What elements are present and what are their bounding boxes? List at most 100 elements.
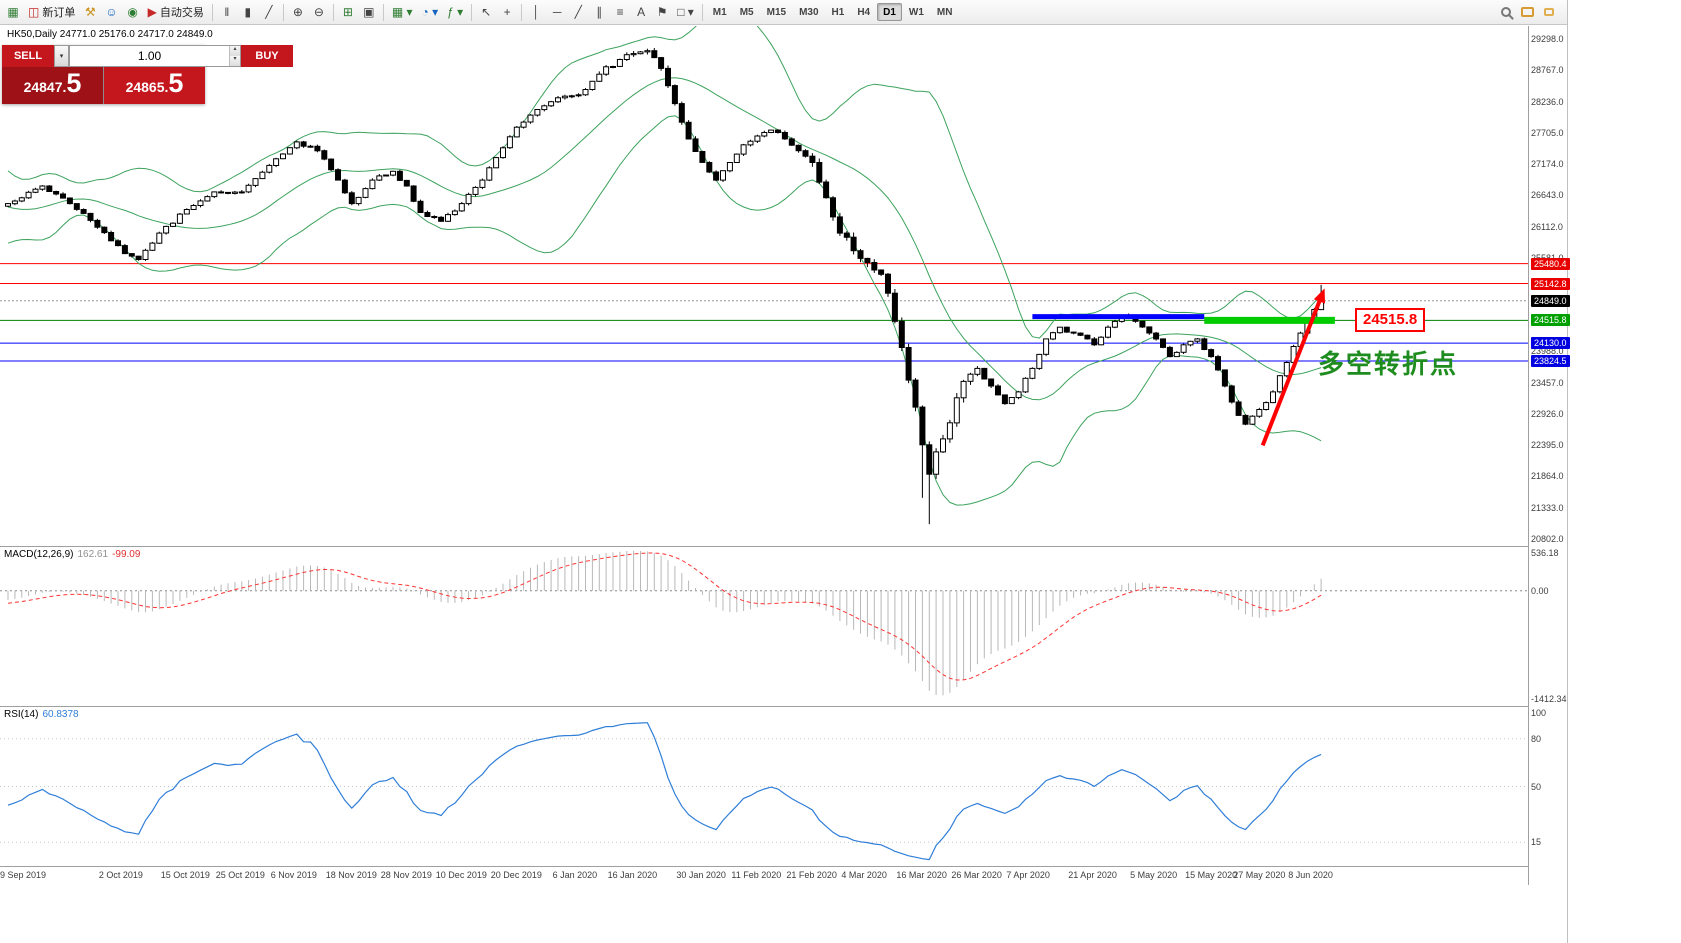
toolbar-separator — [282, 3, 284, 21]
date-axis-label: 21 Feb 2020 — [786, 870, 837, 880]
vertical-line-button[interactable]: │ — [526, 2, 546, 23]
panel-separator[interactable] — [0, 866, 1528, 867]
horizontal-line-button[interactable]: ─ — [547, 2, 567, 23]
price-axis-label: 28236.0 — [1531, 96, 1564, 107]
rsi-label: RSI(14) — [4, 709, 39, 720]
chart-bars-button[interactable]: ‖ — [217, 2, 237, 23]
price-level-label: 24130.0 — [1531, 337, 1570, 350]
chart-symbol-header: HK50,Daily 24771.0 25176.0 24717.0 24849… — [7, 29, 213, 40]
timeframe-d1[interactable]: D1 — [877, 3, 902, 21]
support-icon: ◉ — [127, 5, 138, 19]
chat-icon[interactable] — [1544, 8, 1554, 16]
price-axis-label: 27174.0 — [1531, 159, 1564, 169]
chart-candles-button[interactable]: ▮ — [238, 2, 258, 23]
date-axis-label: 6 Jan 2020 — [552, 870, 598, 880]
new-order-button[interactable]: ◫ 新订单 — [24, 2, 79, 23]
community-chat-icon[interactable] — [1521, 7, 1534, 17]
label-tool-button[interactable]: ⚑ — [652, 2, 672, 23]
price-axis-label: 26643.0 — [1531, 190, 1564, 201]
profiles-menu-button[interactable]: ◔ ▾ — [418, 2, 443, 23]
volume-spin-up[interactable]: ▴ — [230, 46, 240, 56]
toolbar: ▦ ◫ 新订单 ⚒ ☺ ◉ ▶ 自动交易 ‖ ▮ ╱ ⊕ ⊖ ⊞ ▣ ▦ ▾ ◔ ▾… — [0, 0, 1567, 25]
timeframe-m30[interactable]: M30 — [793, 3, 824, 21]
metaeditor-button[interactable]: ⚒ — [80, 2, 100, 23]
auto-trading-button[interactable]: ▶ 自动交易 — [144, 2, 208, 23]
date-axis-label: 8 Jun 2020 — [1288, 870, 1333, 880]
sell-price-button[interactable]: 24847. 5 — [2, 67, 103, 104]
panel-separator[interactable] — [0, 706, 1528, 707]
new-chart-menu-button[interactable]: ▦ ▾ — [388, 2, 417, 23]
text-tool-icon: A — [637, 5, 646, 19]
sell-button[interactable]: SELL — [2, 45, 54, 67]
buy-price-big-digit: 5 — [168, 68, 184, 98]
date-axis[interactable]: 9 Sep 2019 2 Oct 2019 15 Oct 2019 25 Oct 20… — [0, 870, 1528, 882]
price-level-label: 24515.8 — [1531, 314, 1570, 327]
timeframe-mn[interactable]: MN — [931, 3, 959, 21]
indicators-menu-button[interactable]: ƒ ▾ — [443, 2, 467, 23]
date-axis-label: 25 Oct 2019 — [215, 870, 265, 880]
timeframe-m1[interactable]: M1 — [707, 3, 733, 21]
support-button[interactable]: ◉ — [123, 2, 143, 23]
fibonacci-button[interactable]: ≡ — [610, 2, 630, 23]
buy-price-button[interactable]: 24865. 5 — [104, 67, 205, 104]
rsi-scale-label: 50 — [1531, 781, 1542, 792]
annotation-text: 多空转折点 — [1318, 349, 1459, 379]
text-tool-button[interactable]: A — [631, 2, 651, 23]
tile-windows-button[interactable]: ⊞ — [338, 2, 358, 23]
macd-main-value: 162.61 — [77, 549, 109, 560]
cursor-button[interactable]: ↖ — [476, 2, 496, 23]
timeframe-m15[interactable]: M15 — [761, 3, 792, 21]
mt4-window: ▦ ◫ 新订单 ⚒ ☺ ◉ ▶ 自动交易 ‖ ▮ ╱ ⊕ ⊖ ⊞ ▣ ▦ ▾ ◔ ▾… — [0, 0, 1568, 943]
toolbar-separator — [701, 3, 703, 21]
price-scale-border — [1528, 26, 1529, 885]
search-icon[interactable] — [1501, 7, 1511, 17]
metaeditor-icon: ⚒ — [84, 5, 96, 19]
price-axis-label: 22395.0 — [1531, 440, 1564, 451]
rsi-panel-canvas[interactable] — [0, 707, 1528, 866]
new-order-icon: ◫ — [28, 5, 40, 19]
date-axis-label: 15 May 2020 — [1185, 870, 1238, 880]
price-axis-label: 20802.0 — [1531, 533, 1564, 544]
toolbar-right-group — [1501, 7, 1554, 17]
date-axis-label: 2 Oct 2019 — [98, 870, 143, 880]
timeframe-h4[interactable]: H4 — [851, 3, 876, 21]
date-axis-label: 28 Nov 2019 — [380, 870, 432, 880]
zoom-in-button[interactable]: ⊕ — [288, 2, 308, 23]
zoom-out-button[interactable]: ⊖ — [309, 2, 329, 23]
price-axis-label: 27705.0 — [1531, 127, 1564, 138]
channel-icon: ∥ — [596, 5, 603, 19]
panel-separator[interactable] — [0, 546, 1528, 547]
shapes-menu-button[interactable]: □ ▾ — [673, 2, 698, 23]
timeframe-h1[interactable]: H1 — [826, 3, 851, 21]
chart-line-button[interactable]: ╱ — [259, 2, 279, 23]
timeframe-m5[interactable]: M5 — [734, 3, 760, 21]
rsi-scale-label: 80 — [1531, 733, 1542, 744]
price-axis-label: 28767.0 — [1531, 65, 1564, 76]
sell-price-big-digit: 5 — [66, 68, 82, 98]
new-chart-button[interactable]: ▦ — [3, 2, 23, 23]
price-divider — [103, 67, 104, 104]
arrange-windows-button[interactable]: ▣ — [359, 2, 379, 23]
channel-button[interactable]: ∥ — [589, 2, 609, 23]
volume-dropdown[interactable]: ▾ — [54, 45, 69, 67]
buy-button[interactable]: BUY — [241, 45, 293, 67]
chart-line-icon: ╱ — [265, 5, 273, 19]
crosshair-button[interactable]: + — [497, 2, 517, 23]
macd-scale-label: -1412.34 — [1531, 694, 1567, 704]
one-click-trading-panel: SELL ▾ ▴ ▾ BUY 24847.5 24865.5 — [2, 45, 293, 104]
rsi-scale-label: 15 — [1531, 837, 1542, 848]
volume-spin-down[interactable]: ▾ — [230, 56, 240, 66]
macd-panel-canvas[interactable] — [0, 547, 1528, 706]
date-axis-label: 26 Mar 2020 — [951, 870, 1002, 880]
fibonacci-icon: ≡ — [616, 5, 624, 19]
new-chart-icon: ▦ — [7, 5, 19, 19]
timeframe-w1[interactable]: W1 — [903, 3, 930, 21]
macd-signal-value: -99.09 — [112, 549, 141, 560]
profile-button[interactable]: ☺ — [101, 2, 121, 23]
volume-input[interactable] — [70, 46, 229, 66]
date-axis-label: 7 Apr 2020 — [1006, 870, 1050, 880]
main-chart-canvas[interactable] — [0, 26, 1528, 546]
date-axis-label: 21 Apr 2020 — [1068, 870, 1117, 880]
trend-line-button[interactable]: ╱ — [568, 2, 588, 23]
cursor-icon: ↖ — [481, 5, 492, 19]
